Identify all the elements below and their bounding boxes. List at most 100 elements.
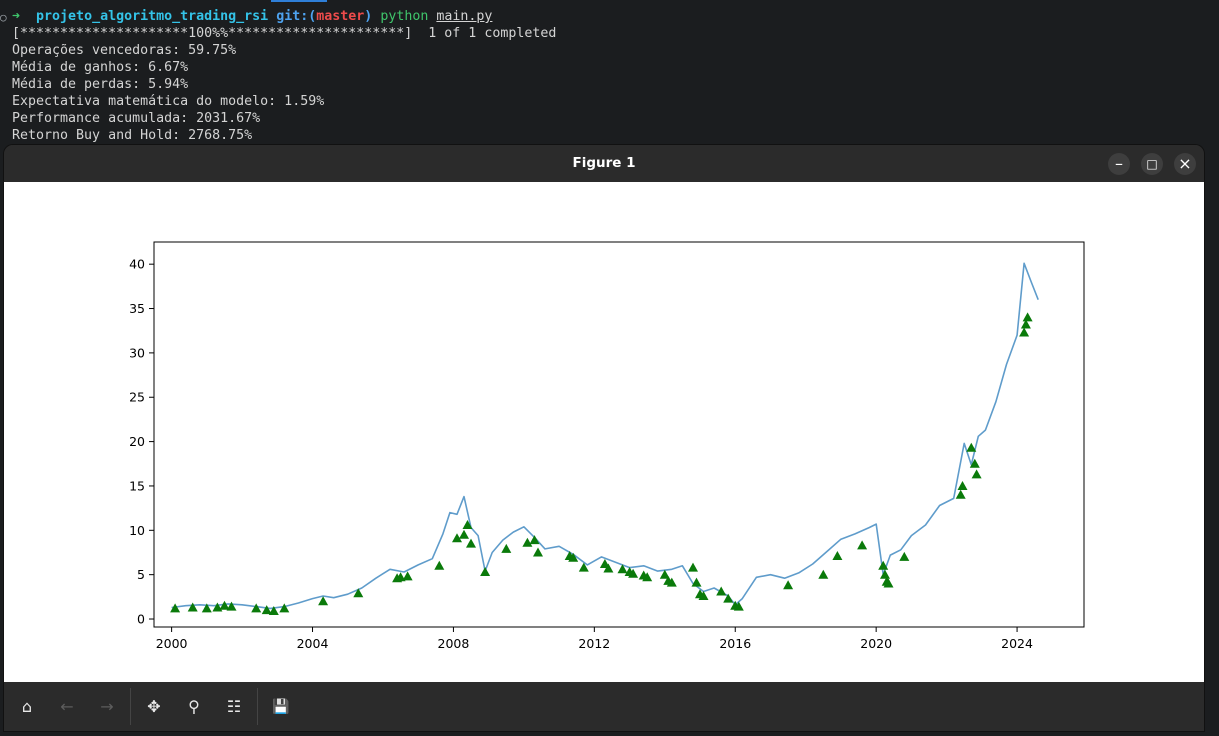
prompt-line: ➜ projeto_algoritmo_trading_rsi git:(mas… [12, 8, 492, 25]
buy-signal-marker [617, 564, 628, 574]
toolbar-separator [130, 688, 131, 725]
y-tick-label: 0 [137, 612, 145, 627]
home-icon[interactable]: ⌂ [21, 697, 33, 716]
line-chart: 2000 2004 2008 2012 2016 2020 2024 0 5 10 15 20 25 30… [129, 241, 1085, 651]
buy-signal-marker [691, 577, 702, 587]
navigation-toolbar: ⌂ ← → ✥ ⚲ ☷ 💾 [4, 682, 1204, 731]
buy-signal-marker [971, 469, 982, 479]
buy-signal-marker [783, 580, 794, 590]
x-tick-label: 2004 [297, 636, 329, 651]
save-icon[interactable]: 💾 [272, 699, 290, 715]
buy-signal-marker [318, 596, 329, 606]
buy-signal-marker [698, 591, 709, 600]
buy-signal-marker [170, 603, 181, 613]
git-branch: master [316, 9, 365, 24]
buy-signal-marker [219, 600, 230, 610]
buy-signal-marker [402, 571, 413, 581]
buy-signal-marker [832, 551, 843, 560]
y-tick-label: 20 [129, 434, 145, 449]
prompt-status-dot-icon: ○ [0, 11, 7, 24]
maximize-button[interactable]: □ [1141, 153, 1163, 175]
buy-signal-marker [880, 569, 890, 579]
x-tick-label: 2016 [719, 636, 751, 651]
buy-signal-marker [1022, 312, 1033, 322]
x-tick-label: 2000 [156, 636, 188, 651]
buy-signal-marker [459, 529, 469, 539]
buy-signal-marker [212, 602, 223, 612]
buy-signal-marker [501, 543, 512, 553]
buy-signal-marker [187, 602, 198, 612]
progress-line: [*********************100%%*************… [12, 26, 557, 41]
buy-signal-marker [716, 586, 727, 596]
buy-signal-marker [818, 569, 829, 579]
buy-signal-marker [955, 489, 966, 499]
buy-signal-marker [957, 481, 968, 490]
prompt-arrow-icon: ➜ [12, 9, 21, 24]
buy-signal-marker [279, 603, 290, 613]
buy-signal-marker [452, 533, 462, 543]
x-tick-label: 2008 [438, 636, 470, 651]
minimize-button[interactable]: – [1108, 153, 1130, 175]
output-line: Média de ganhos: 6.67% [12, 60, 189, 75]
buy-signal-marker [723, 593, 734, 603]
forward-arrow-icon[interactable]: → [100, 697, 114, 716]
x-tick-label: 2020 [860, 636, 892, 651]
buy-signal-marker [529, 535, 540, 545]
buy-signal-marker [883, 578, 894, 588]
y-tick-label: 25 [129, 390, 145, 405]
buy-signal-marker [1020, 319, 1031, 329]
output-line: Performance acumulada: 2031.67% [12, 111, 261, 126]
output-line: Retorno Buy and Hold: 2768.75% [12, 128, 253, 143]
command-file: main.py [436, 9, 493, 24]
buy-signal-marker [261, 605, 272, 615]
buy-signal-marker [966, 442, 977, 452]
buy-signal-marker [733, 601, 744, 611]
buy-signal-marker [969, 458, 980, 468]
y-tick-label: 35 [129, 301, 145, 316]
buy-signal-marker [395, 572, 406, 582]
buy-signal-marker [878, 560, 889, 570]
buy-signal-marker [688, 562, 698, 572]
buy-signal-marker [857, 540, 868, 550]
buy-signal-marker [603, 563, 614, 573]
git-label-close: ) [364, 9, 373, 24]
buy-signal-marker [466, 538, 476, 548]
zoom-icon[interactable]: ⚲ [188, 697, 200, 716]
plot-axes-frame [153, 241, 1085, 628]
x-tick-label: 2012 [578, 636, 610, 651]
terminal-tab-indicator [271, 0, 327, 2]
buy-signal-marker [642, 572, 653, 582]
x-tick-label: 2024 [1001, 636, 1033, 651]
y-tick-label: 30 [129, 345, 145, 360]
current-directory: projeto_algoritmo_trading_rsi [36, 9, 269, 24]
back-arrow-icon[interactable]: ← [60, 697, 74, 716]
window-title: Figure 1 [572, 155, 636, 171]
terminal: ○ ➜ projeto_algoritmo_trading_rsi git:(m… [0, 0, 1219, 148]
buy-signal-marker [568, 552, 579, 562]
close-button[interactable]: × [1174, 153, 1196, 175]
buy-signal-marker [268, 606, 279, 615]
buy-signal-marker [226, 601, 237, 611]
configure-subplots-icon[interactable]: ☷ [226, 697, 242, 716]
buy-signal-marker [899, 551, 910, 561]
git-label: git:( [276, 9, 317, 24]
price-series-line [171, 262, 1039, 610]
buy-signal-marker [666, 577, 677, 587]
toolbar-separator [257, 688, 258, 725]
window-titlebar[interactable]: Figure 1 – □ × [4, 145, 1204, 182]
buy-signal-marker [533, 547, 543, 557]
command: python [380, 9, 429, 24]
figure-window: Figure 1 – □ × 2000 2004 2008 2012 2016 2020 2… [4, 145, 1204, 731]
buy-signal-marker [522, 537, 533, 547]
buy-signal-marker [628, 568, 639, 578]
output-line: Operações vencedoras: 59.75% [12, 43, 237, 58]
buy-signal-marker [1019, 327, 1030, 337]
buy-signal-marker [659, 569, 670, 579]
buy-signal-marker [201, 603, 212, 613]
buy-signal-marker [578, 562, 589, 572]
pan-icon[interactable]: ✥ [147, 697, 161, 716]
y-tick-label: 15 [129, 478, 145, 493]
y-tick-label: 40 [129, 257, 145, 272]
plot-canvas[interactable]: 2000 2004 2008 2012 2016 2020 2024 0 5 10 15 20 25 30… [4, 182, 1204, 682]
output-line: Expectativa matemática do modelo: 1.59% [12, 94, 325, 109]
